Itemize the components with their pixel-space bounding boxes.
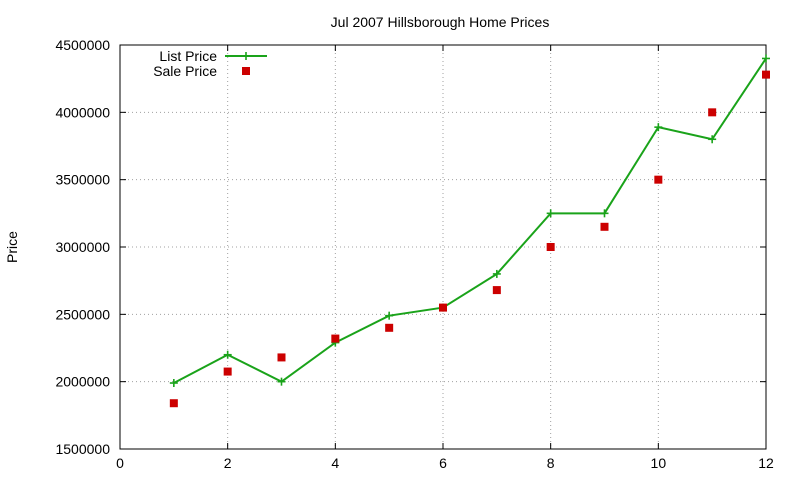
x-tick-label: 6 [439, 455, 447, 471]
axis-ticks: 0 2 4 6 8 10 12 1500000 2000000 2500000 3000000 350… [55, 37, 774, 471]
sale-price-point [385, 323, 394, 332]
y-tick-label: 1500000 [55, 441, 110, 457]
list-price-point [654, 123, 663, 132]
series [169, 54, 770, 408]
x-tick-label: 4 [331, 455, 339, 471]
sale-price-point [277, 353, 286, 362]
x-tick-label: 2 [224, 455, 232, 471]
grid [120, 45, 766, 449]
sale-price-point [762, 70, 770, 79]
list-price-point [169, 379, 178, 388]
legend-label-1: Sale Price [153, 63, 217, 79]
x-tick-label: 8 [547, 455, 555, 471]
list-price-point [546, 209, 555, 218]
sale-price-point [546, 243, 555, 251]
list-price-point [277, 377, 286, 386]
list-price-line [173, 57, 767, 384]
sale-price-point [654, 175, 663, 184]
legend-label-0: List Price [159, 48, 217, 64]
y-axis-label: Price [4, 231, 20, 263]
sale-price-point [223, 367, 232, 376]
y-tick-label: 3000000 [55, 239, 110, 255]
sale-price-point [331, 334, 340, 343]
sale-price-point [600, 222, 609, 231]
y-tick-label: 3500000 [55, 172, 110, 188]
list-price-point [223, 350, 232, 359]
list-price-point [385, 311, 394, 320]
series-1 [169, 70, 770, 408]
y-tick-label: 2500000 [55, 306, 110, 322]
list-price-point [600, 209, 609, 218]
y-tick-label: 4500000 [55, 37, 110, 53]
sale-price-point [439, 303, 447, 312]
sale-price-point [169, 399, 178, 408]
legend-swatch-marker [242, 52, 250, 60]
sale-price-point [708, 108, 717, 117]
list-price-point [762, 54, 770, 63]
x-tick-label: 12 [758, 455, 774, 471]
legend-swatch-square [242, 67, 250, 75]
chart-title: Jul 2007 Hillsborough Home Prices [331, 14, 550, 30]
y-tick-label: 4000000 [55, 104, 110, 120]
sale-price-point [492, 286, 501, 295]
list-price-point [492, 269, 501, 278]
list-price-point [708, 135, 717, 144]
series-0 [169, 54, 770, 388]
x-tick-label: 10 [651, 455, 667, 471]
x-tick-label: 0 [116, 455, 124, 471]
y-tick-label: 2000000 [55, 374, 110, 390]
